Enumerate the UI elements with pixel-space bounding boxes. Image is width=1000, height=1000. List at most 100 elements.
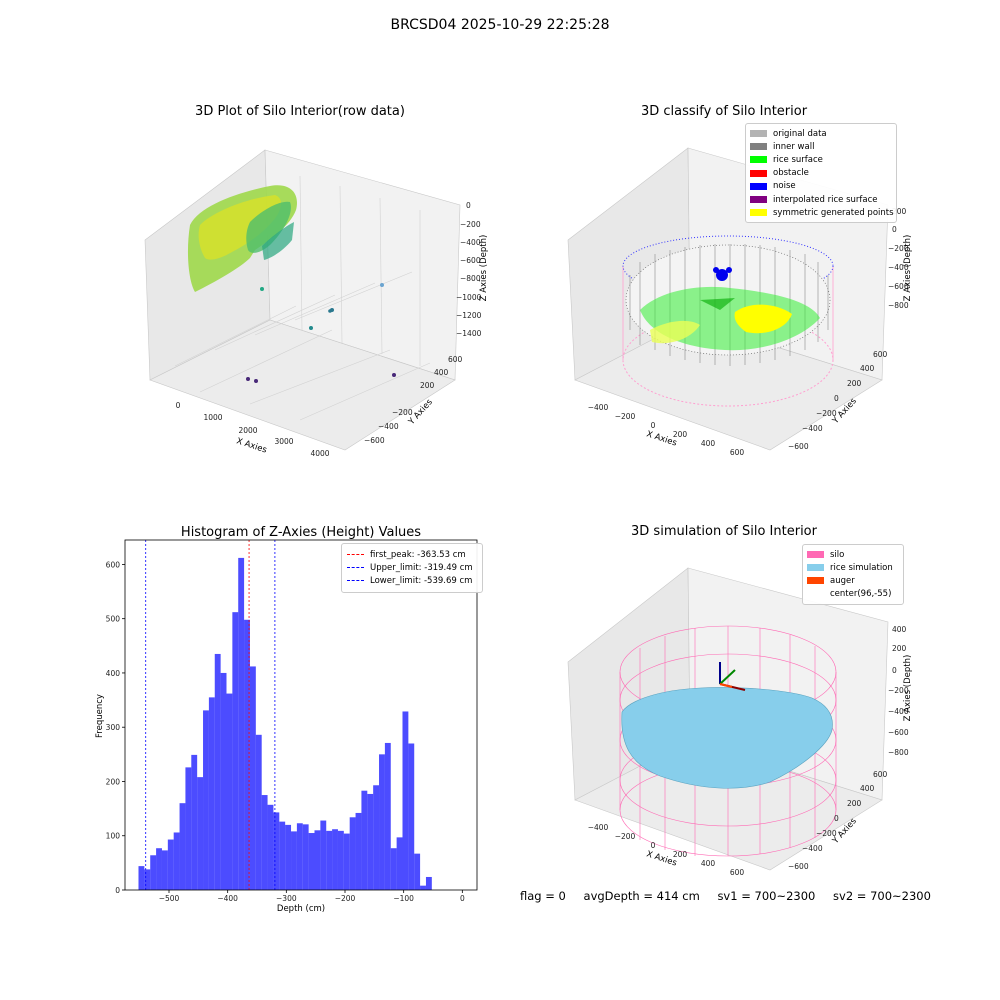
histogram-legend-item: Lower_limit: -539.69 cm [347, 574, 477, 587]
simulation-ytick-4: −200 [816, 829, 837, 838]
histogram-frame [124, 539, 478, 891]
histogram-bar [332, 829, 338, 890]
histogram-bar [167, 839, 174, 890]
x-tick-label: −200 [335, 894, 356, 903]
histogram-bar [261, 795, 268, 890]
raw-ztick-5: −1000 [456, 293, 482, 302]
classify-ytick-0: 600 [873, 350, 888, 359]
simulation-legend-item: rice simulation [807, 561, 899, 574]
histogram-bar [226, 693, 233, 890]
simulation-ytick-1: 400 [860, 784, 875, 793]
raw-ytick-1: 400 [434, 368, 449, 377]
simulation-ytick-6: −600 [788, 862, 809, 871]
simulation-zlabel: Z Axies (Depth) [903, 655, 913, 722]
histogram-bar [414, 853, 421, 890]
raw-ytick-2: 200 [420, 381, 435, 390]
histogram-bar [343, 833, 350, 890]
classify-xtick-1: −200 [615, 412, 636, 421]
simulation-ztick-2: 0 [892, 666, 897, 675]
raw-ztick-4: −800 [460, 274, 481, 283]
simulation-ztick-1: 200 [892, 644, 907, 653]
avg-depth-text: avgDepth = 414 cm [583, 889, 700, 903]
x-tick-label: −100 [393, 894, 414, 903]
histogram-bar [197, 777, 204, 890]
y-tick-label: 300 [106, 723, 121, 732]
y-tick-label: 100 [106, 832, 121, 841]
raw-point-cloud [187, 185, 396, 383]
simulation-ytick-3: 0 [834, 814, 839, 823]
raw-xtick-0: 0 [176, 401, 181, 410]
raw-plot-title: 3D Plot of Silo Interior(row data) [195, 104, 405, 119]
simulation-ztick-0: 400 [892, 625, 907, 634]
histogram-bar [367, 793, 374, 890]
simulation-ztick-6: −800 [888, 748, 909, 757]
classify-ytick-5: −400 [802, 424, 823, 433]
classify-plot-title: 3D classify of Silo Interior [640, 104, 808, 119]
histogram-legend-item: first_peak: -363.53 cm [347, 548, 477, 561]
classify-legend-item: obstacle [750, 167, 892, 180]
raw-xtick-4: 4000 [310, 449, 329, 458]
auger-axes [719, 662, 746, 691]
histogram-bar [361, 790, 368, 890]
classify-ytick-2: 200 [847, 379, 862, 388]
classify-xtick-2: 0 [651, 421, 656, 430]
histogram-bar [314, 830, 321, 890]
simulation-xtick-4: 400 [701, 859, 716, 868]
histogram-bar [203, 710, 209, 890]
histogram-x-ticks: −500 −400 −300 −200 −100 0 [159, 890, 465, 903]
histogram-bar [279, 821, 286, 890]
histogram-bar [150, 855, 157, 890]
x-tick-label: −400 [217, 894, 238, 903]
y-tick-label: 600 [106, 560, 121, 569]
classify-legend-item: interpolated rice surface [750, 193, 892, 206]
figure-title: BRCSD04 2025-10-29 22:25:28 [390, 17, 610, 33]
histogram-bar [379, 754, 385, 890]
raw-ztick-6: −1200 [456, 311, 482, 320]
histogram-bar [173, 832, 180, 890]
histogram-bar [138, 866, 145, 890]
sv2-text: sv2 = 700~2300 [833, 889, 931, 903]
histogram-bar [249, 666, 256, 890]
raw-ztick-2: −400 [460, 238, 481, 247]
raw-ztick-0: 0 [466, 201, 471, 210]
histogram-bar [244, 619, 250, 890]
sv1-text: sv1 = 700~2300 [717, 889, 816, 903]
y-tick-label: 400 [106, 669, 121, 678]
simulation-ztick-5: −600 [888, 728, 909, 737]
histogram-bar [408, 743, 415, 890]
classify-legend-item: rice surface [750, 153, 892, 166]
raw-xtick-1: 1000 [203, 413, 222, 422]
classify-legend-item: noise [750, 180, 892, 193]
classify-xtick-0: −400 [588, 403, 609, 412]
histogram-bar [384, 742, 391, 890]
classify-legend-item: inner wall [750, 140, 892, 153]
histogram-bar [267, 804, 274, 890]
histogram-bar [191, 754, 198, 890]
simulation-xtick-3: 200 [673, 850, 688, 859]
y-tick-label: 0 [115, 886, 120, 895]
histogram-bar [425, 876, 432, 890]
simulation-legend-item: center(96,-55) [807, 588, 899, 601]
raw-ztick-3: −600 [460, 256, 481, 265]
classify-ztick-4: −600 [888, 282, 909, 291]
histogram-bar [161, 850, 168, 890]
histogram-bar [179, 803, 186, 890]
histogram-bar [308, 833, 315, 890]
histogram-bar [302, 824, 309, 890]
raw-xtick-2: 2000 [238, 426, 257, 435]
classify-legend-item: original data [750, 127, 892, 140]
histogram-bar [373, 785, 380, 890]
simulation-legend-item: silo [807, 548, 899, 561]
x-tick-label: −500 [159, 894, 180, 903]
simulation-ytick-2: 200 [847, 799, 862, 808]
histogram-y-ticks: 0 100 200 300 400 500 600 [106, 560, 125, 895]
histogram-bar [144, 869, 151, 890]
x-tick-label: −300 [276, 894, 297, 903]
histogram-bar [320, 820, 327, 890]
histogram-ylabel: Frequency [95, 694, 105, 738]
raw-ytick-4: −400 [378, 422, 399, 431]
histogram-bar [238, 557, 245, 890]
histogram-bar [273, 812, 280, 890]
raw-ytick-0: 600 [448, 355, 463, 364]
